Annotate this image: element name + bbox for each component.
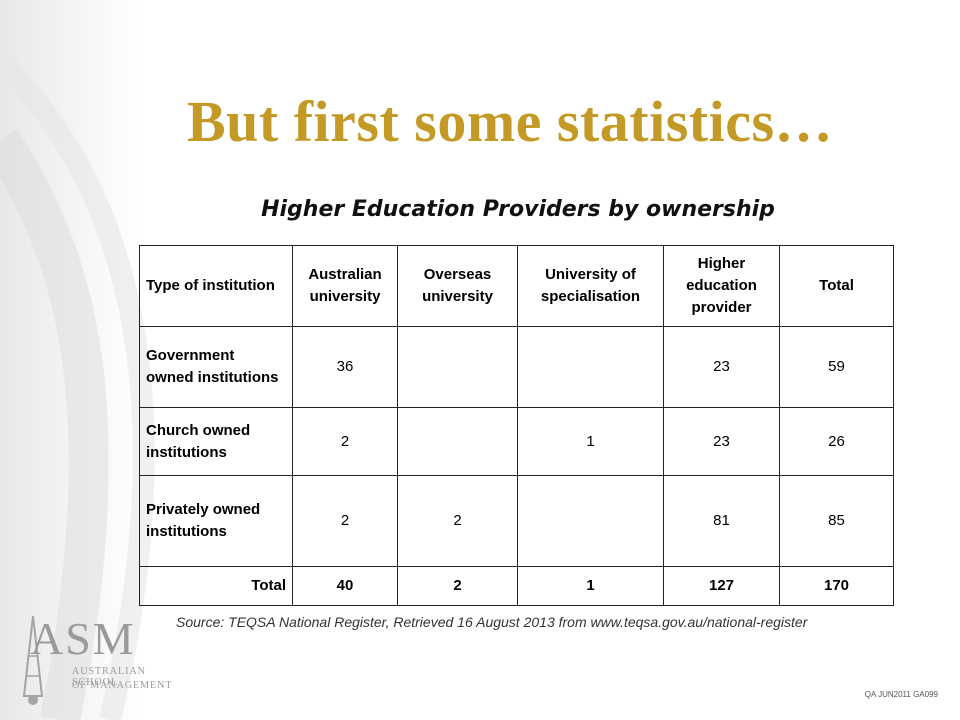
cell-value: 1	[517, 407, 664, 476]
tower-icon	[22, 616, 44, 705]
cell-value: 81	[663, 475, 780, 567]
row-label: Church owned institutions	[139, 407, 293, 476]
decorative-swoosh	[0, 52, 155, 720]
cell-value: 2	[292, 407, 398, 476]
total-value: 170	[779, 566, 894, 606]
logo-line-2: OF MANAGEMENT	[72, 680, 173, 691]
table-total-row: Total 40 2 1 127 170	[139, 566, 894, 606]
header-overseas-university: Overseas university	[397, 245, 518, 327]
header-higher-education-provider: Higher education provider	[663, 245, 780, 327]
table-row: Church owned institutions 2 1 23 26	[139, 407, 894, 476]
total-value: 1	[517, 566, 664, 606]
cell-value	[397, 326, 518, 408]
cell-value: 2	[292, 475, 398, 567]
cell-value: 2	[397, 475, 518, 567]
table-header-row: Type of institution Australian universit…	[139, 245, 894, 327]
header-type: Type of institution	[139, 245, 293, 327]
cell-value	[517, 326, 664, 408]
total-value: 40	[292, 566, 398, 606]
slide-title: But first some statistics…	[186, 89, 834, 154]
logo-line-1: AUSTRALIAN SCHOOL	[72, 666, 146, 688]
table-subtitle: Higher Education Providers by ownership	[261, 197, 775, 222]
row-label: Government owned institutions	[139, 326, 293, 408]
cell-value: 26	[779, 407, 894, 476]
footer-code: QA JUN2011 GA099	[864, 690, 938, 699]
logo-mark: ASM	[30, 613, 136, 664]
source-citation: Source: TEQSA National Register, Retriev…	[176, 614, 808, 630]
providers-table: Type of institution Australian universit…	[139, 245, 894, 606]
header-university-of-specialisation: University of specialisation	[517, 245, 664, 327]
table-row: Government owned institutions 36 23 59	[139, 326, 894, 408]
total-value: 127	[663, 566, 780, 606]
row-label: Privately owned institutions	[139, 475, 293, 567]
cell-value: 23	[663, 326, 780, 408]
header-australian-university: Australian university	[292, 245, 398, 327]
cell-value: 23	[663, 407, 780, 476]
cell-value: 36	[292, 326, 398, 408]
table-row: Privately owned institutions 2 2 81 85	[139, 475, 894, 567]
cell-value: 59	[779, 326, 894, 408]
cell-value	[517, 475, 664, 567]
total-label: Total	[139, 566, 293, 606]
cell-value: 85	[779, 475, 894, 567]
total-value: 2	[397, 566, 518, 606]
asm-logo: ASM AUSTRALIAN SCHOOL OF MANAGEMENT	[18, 612, 178, 712]
cell-value	[397, 407, 518, 476]
header-total: Total	[779, 245, 894, 327]
